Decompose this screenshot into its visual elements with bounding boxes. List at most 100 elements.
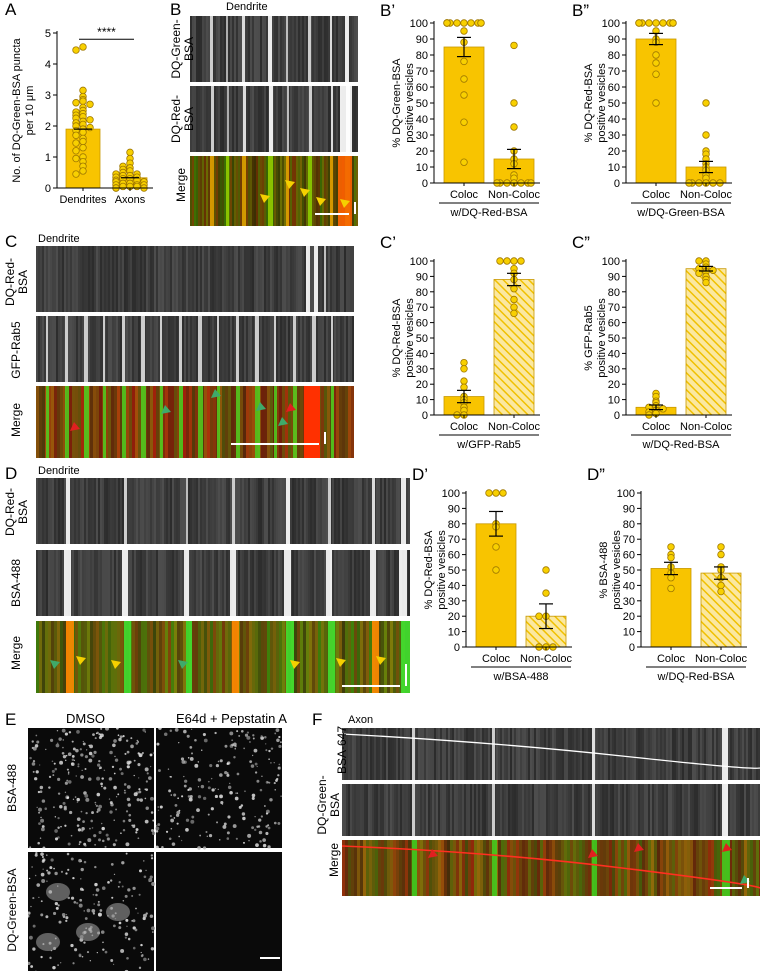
kymo-texture [672,784,674,836]
micrograph-punctum [112,843,116,847]
kymo-texture [744,784,746,836]
data-point [460,19,468,27]
kymo-texture [454,784,456,836]
micrograph-punctum [40,852,44,856]
micrograph-punctum [189,795,193,799]
micrograph-punctum [54,837,59,841]
micrograph-punctum [210,807,214,811]
kymo-texture [180,246,182,312]
kymo-texture [420,728,422,780]
kymo-texture [382,728,384,780]
kymo-texture [387,621,390,693]
micrograph-punctum [150,854,154,857]
micrograph-punctum [252,737,255,740]
kymo-texture [460,728,462,780]
arrowhead [588,849,598,858]
y-axis-label: % GFP-Rab5positive vesicles [583,298,608,378]
kymo-texture [664,728,666,780]
kymo-texture [220,316,222,382]
micrograph-punctum [67,773,70,775]
kymo-texture [92,550,94,616]
kymo-texture [240,386,243,458]
kymo-texture [306,86,308,152]
kymo-texture [444,784,446,836]
y-tick-label: 30 [608,364,620,376]
kymo-texture [216,16,218,82]
kymo-texture [396,621,399,693]
kymo-texture [180,550,182,616]
kymo-texture [380,478,382,544]
kymo-texture [82,550,84,616]
micrograph-punctum [265,812,269,815]
data-point [460,377,468,385]
kymo-texture [728,728,730,780]
kymo-texture [74,550,76,616]
data-point [460,158,468,166]
y-tick-label: 20 [608,379,620,391]
micrograph-punctum [86,908,91,913]
kymo-texture [300,86,302,152]
kymo-texture [150,316,152,382]
micrograph-punctum [72,747,76,751]
kymo-texture [394,550,396,616]
kymo-texture [550,728,552,780]
y-tick-label: 3 [45,90,51,102]
kymo-texture [310,246,312,312]
kymo-texture [482,728,484,780]
data-point [460,383,468,391]
kymo-texture [284,86,286,152]
kymo-texture [58,246,60,312]
kymo-texture [576,840,579,896]
kymo-texture [196,156,198,226]
kymo-texture [80,478,82,544]
micrograph-punctum [87,838,92,843]
micrograph-punctum [202,796,207,801]
micrograph-punctum [96,810,99,814]
kymo-track [274,316,276,382]
kymo-texture [206,16,208,82]
kymo-texture [114,386,117,458]
kymo-texture [262,86,264,152]
y-tick-label: 20 [416,379,428,391]
kymo-texture [384,478,386,544]
panel-e-row-label-1: BSA-488 [5,763,19,813]
kymo-texture [506,728,508,780]
y-axis-label: % DQ-Red-BSApositive vesicles [391,298,416,378]
kymo-texture [428,784,430,836]
kymo-track [103,386,106,458]
y-tick-label: 40 [608,348,620,360]
kymo-track [141,386,146,458]
kymo-texture [246,550,248,616]
kymo-texture [274,246,276,312]
kymo-texture [660,784,662,836]
kymo-texture [356,16,358,82]
y-tick-label: 90 [608,34,620,46]
kymo-texture [522,784,524,836]
kymo-texture [72,246,74,312]
kymo-texture [490,728,492,780]
micrograph-punctum [124,936,128,939]
micrograph-punctum [226,762,229,766]
kymo-texture [92,246,94,312]
kymo-texture [354,728,356,780]
kymo-texture [508,784,510,836]
kymo-texture [344,784,346,836]
micrograph-punctum [238,805,242,809]
kymo-texture [314,478,316,544]
kymo-texture [231,386,234,458]
kymo-texture [352,246,354,312]
kymo-texture [636,840,639,896]
kymo-texture [566,728,568,780]
kymo-texture [74,316,76,382]
kymo-texture [390,840,393,896]
micrograph-punctum [273,761,275,764]
micrograph-punctum [126,956,129,960]
data-point [72,99,80,107]
arrowhead [161,405,171,414]
kymo-texture [168,550,170,616]
micrograph-punctum [202,846,207,850]
kymo-texture [384,784,386,836]
arrowhead [178,660,188,669]
micrograph-punctum [214,794,219,799]
